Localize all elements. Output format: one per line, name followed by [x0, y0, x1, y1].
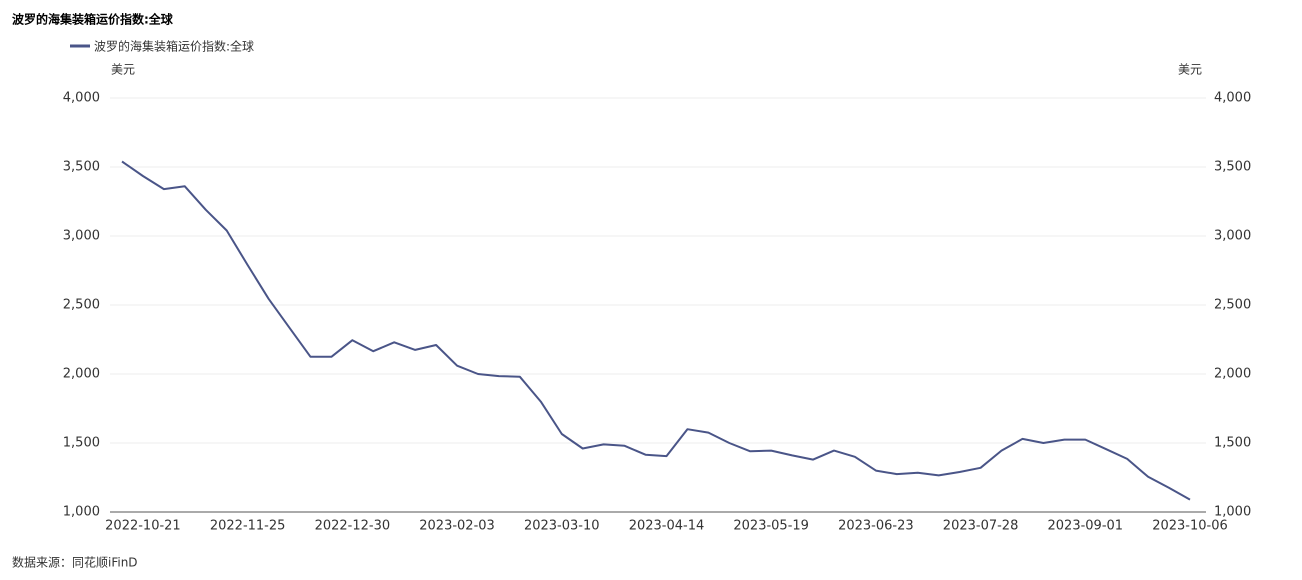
y-tick-label: 4,000 [63, 91, 100, 106]
y2-tick-label: 3,000 [1214, 229, 1251, 244]
x-tick-label: 2023-10-06 [1152, 519, 1228, 534]
series-line [121, 160, 1191, 501]
y-tick-label: 3,500 [63, 160, 100, 175]
x-tick-label: 2022-11-25 [210, 519, 286, 534]
chart-title: 波罗的海集装箱运价指数:全球 [12, 12, 174, 27]
y2-tick-label: 1,000 [1214, 505, 1251, 520]
x-tick-label: 2023-07-28 [943, 519, 1019, 534]
x-tick-label: 2023-02-03 [419, 519, 495, 534]
y2-tick-label: 2,500 [1214, 298, 1251, 313]
y-tick-label: 2,500 [63, 298, 100, 313]
x-tick-label: 2023-09-01 [1048, 519, 1124, 534]
x-tick-label: 2023-05-19 [733, 519, 809, 534]
x-tick-label: 2022-12-30 [315, 519, 391, 534]
y-tick-label: 2,000 [63, 367, 100, 382]
y-tick-label: 1,500 [63, 436, 100, 451]
x-tick-label: 2022-10-21 [105, 519, 181, 534]
source: 数据来源：同花顺iFinD [12, 555, 138, 570]
y2-tick-label: 3,500 [1214, 160, 1251, 175]
y-unit: 美元 [111, 63, 135, 77]
y-tick-label: 1,000 [63, 505, 100, 520]
y2-unit: 美元 [1178, 63, 1202, 77]
legend-label: 波罗的海集装箱运价指数:全球 [94, 39, 254, 54]
y2-tick-label: 1,500 [1214, 436, 1251, 451]
y2-tick-label: 2,000 [1214, 367, 1251, 382]
x-tick-label: 2023-03-10 [524, 519, 600, 534]
x-tick-label: 2023-06-23 [838, 519, 914, 534]
y-tick-label: 3,000 [63, 229, 100, 244]
x-tick-label: 2023-04-14 [629, 519, 705, 534]
y2-tick-label: 4,000 [1214, 91, 1251, 106]
